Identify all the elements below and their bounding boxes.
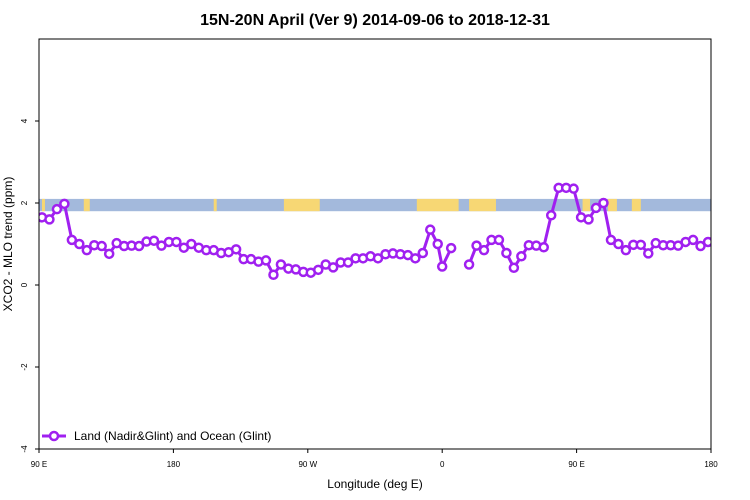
data-point xyxy=(51,203,63,215)
chart-title: 15N-20N April (Ver 9) 2014-09-06 to 2018… xyxy=(200,12,550,29)
x-tick-label: 180 xyxy=(704,460,718,469)
data-point xyxy=(516,251,527,262)
land-segment xyxy=(41,198,45,212)
land-segment xyxy=(607,198,617,212)
plot-frame xyxy=(38,38,712,450)
data-point xyxy=(478,244,490,256)
y-axis: -4 -2 0 2 4 xyxy=(20,118,39,453)
data-point xyxy=(275,259,287,270)
land-segment xyxy=(582,198,591,212)
data-point xyxy=(171,236,182,248)
data-point xyxy=(538,242,549,253)
y-tick-label: -4 xyxy=(20,445,29,453)
x-tick-label: 90 E xyxy=(568,460,584,469)
data-point xyxy=(66,234,78,246)
data-point xyxy=(508,262,520,274)
land-segment xyxy=(83,198,90,212)
data-point xyxy=(327,262,339,273)
data-point xyxy=(635,239,647,251)
data-point xyxy=(313,264,324,276)
data-point xyxy=(268,269,279,280)
y-tick-label: 4 xyxy=(20,118,29,123)
x-tick-label: 90 E xyxy=(31,460,47,469)
data-point xyxy=(493,234,505,246)
data-point xyxy=(695,240,706,252)
data-point xyxy=(598,197,609,209)
data-point xyxy=(432,238,443,250)
y-tick-label: -2 xyxy=(20,363,29,371)
x-tick-label: 90 W xyxy=(298,460,317,469)
data-point xyxy=(501,247,512,259)
data-point xyxy=(260,255,272,266)
land-segment xyxy=(416,198,459,212)
x-tick-label: 0 xyxy=(440,460,445,469)
data-point xyxy=(445,242,457,254)
data-point xyxy=(702,236,711,248)
data-point xyxy=(342,257,354,268)
data-point xyxy=(133,240,145,252)
x-axis: 90 E 180 90 W 0 90 E 180 xyxy=(31,449,718,469)
y-tick-label: 2 xyxy=(20,200,29,205)
series-layer xyxy=(39,182,711,280)
data-point xyxy=(59,198,70,210)
data-point xyxy=(590,202,602,214)
data-point xyxy=(410,253,421,264)
data-point xyxy=(103,248,115,260)
data-point xyxy=(417,247,429,259)
land-segment xyxy=(213,198,217,212)
land-segment xyxy=(469,198,496,212)
land-segment xyxy=(631,198,641,212)
x-axis-label: Longitude (deg E) xyxy=(327,477,422,491)
data-point xyxy=(620,244,632,256)
y-tick-label: 0 xyxy=(20,282,29,287)
y-axis-label: XCO2 - MLO trend (ppm) xyxy=(1,177,15,312)
data-point xyxy=(436,261,448,272)
data-point xyxy=(583,214,594,225)
data-point xyxy=(613,238,624,250)
data-point xyxy=(687,234,699,246)
series-line xyxy=(41,202,453,277)
data-point xyxy=(568,183,579,194)
data-point xyxy=(96,240,107,252)
data-point xyxy=(463,259,475,270)
data-point xyxy=(81,244,93,256)
data-point xyxy=(605,234,617,246)
data-point xyxy=(74,238,85,250)
x-tick-label: 180 xyxy=(167,460,181,469)
data-point xyxy=(372,253,384,264)
data-point xyxy=(643,248,654,259)
data-point xyxy=(44,214,55,225)
legend: Land (Nadir&Glint) and Ocean (Glint) xyxy=(42,429,271,443)
land-segment xyxy=(283,198,320,212)
ocean-band xyxy=(39,198,711,212)
land-ocean-band xyxy=(39,198,711,212)
data-point xyxy=(148,235,160,246)
data-point xyxy=(425,224,436,235)
data-point xyxy=(230,244,242,255)
legend-label: Land (Nadir&Glint) and Ocean (Glint) xyxy=(74,429,271,443)
data-point xyxy=(545,210,557,221)
data-point xyxy=(471,240,482,251)
legend-marker xyxy=(48,430,60,442)
